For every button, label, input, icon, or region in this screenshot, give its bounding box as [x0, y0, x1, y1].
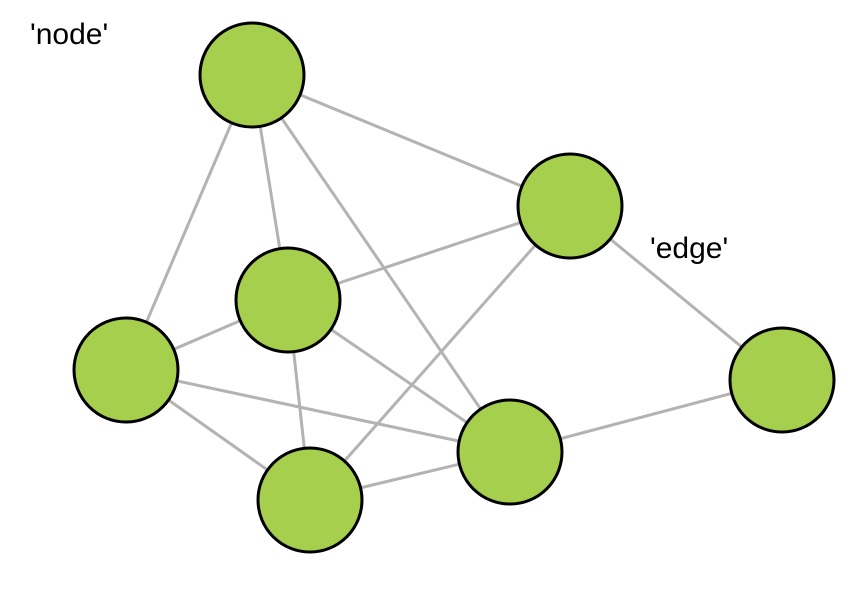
node	[236, 248, 340, 352]
node	[458, 400, 562, 504]
edge-label: 'edge'	[650, 232, 728, 266]
edges-group	[126, 75, 782, 500]
node-label: 'node'	[30, 18, 108, 52]
node	[518, 154, 622, 258]
node	[200, 23, 304, 127]
network-diagram	[0, 0, 854, 605]
node	[258, 448, 362, 552]
node	[74, 318, 178, 422]
nodes-group	[74, 23, 834, 552]
node	[730, 328, 834, 432]
